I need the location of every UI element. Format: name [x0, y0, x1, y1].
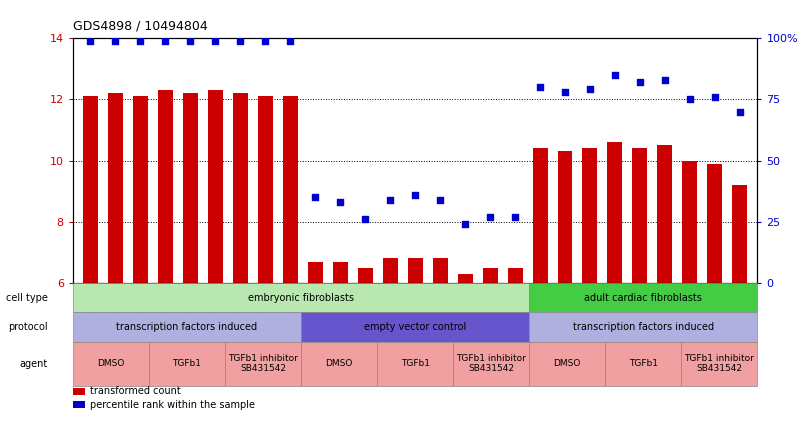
- Bar: [682, 160, 697, 283]
- Point: [159, 37, 172, 44]
- Bar: [377, 342, 453, 386]
- Point: [733, 108, 746, 115]
- Text: TGFb1: TGFb1: [173, 359, 202, 368]
- Bar: [508, 268, 522, 283]
- Point: [184, 37, 197, 44]
- Text: cell type: cell type: [6, 293, 48, 303]
- Point: [284, 37, 296, 44]
- Point: [258, 37, 271, 44]
- Bar: [557, 151, 573, 283]
- Text: agent: agent: [19, 359, 48, 369]
- Point: [134, 37, 147, 44]
- Point: [109, 37, 122, 44]
- Bar: [108, 93, 123, 283]
- Point: [359, 216, 372, 222]
- Bar: [133, 96, 148, 283]
- Point: [709, 93, 722, 100]
- Bar: [453, 342, 529, 386]
- Bar: [158, 90, 173, 283]
- Bar: [633, 148, 647, 283]
- Bar: [433, 258, 448, 283]
- Bar: [382, 258, 398, 283]
- Point: [433, 196, 446, 203]
- Text: TGFb1: TGFb1: [401, 359, 429, 368]
- Point: [534, 84, 547, 91]
- Bar: [605, 342, 681, 386]
- Point: [209, 37, 222, 44]
- Point: [309, 194, 322, 201]
- Bar: [283, 96, 298, 283]
- Text: adult cardiac fibroblasts: adult cardiac fibroblasts: [584, 293, 702, 303]
- Text: TGFb1 inhibitor
SB431542: TGFb1 inhibitor SB431542: [456, 354, 526, 374]
- Text: transcription factors induced: transcription factors induced: [573, 322, 714, 332]
- Point: [559, 88, 572, 95]
- Point: [409, 192, 422, 198]
- Bar: [73, 401, 85, 408]
- Bar: [73, 342, 149, 386]
- Text: protocol: protocol: [8, 322, 48, 332]
- Bar: [73, 283, 529, 312]
- Text: transcription factors induced: transcription factors induced: [117, 322, 258, 332]
- Bar: [308, 261, 322, 283]
- Point: [608, 71, 621, 78]
- Bar: [301, 342, 377, 386]
- Text: TGFb1 inhibitor
SB431542: TGFb1 inhibitor SB431542: [228, 354, 298, 374]
- Bar: [529, 312, 757, 342]
- Bar: [407, 258, 423, 283]
- Point: [458, 221, 471, 228]
- Bar: [232, 93, 248, 283]
- Bar: [225, 342, 301, 386]
- Point: [633, 79, 646, 85]
- Bar: [301, 312, 529, 342]
- Bar: [658, 145, 672, 283]
- Bar: [483, 268, 497, 283]
- Bar: [83, 96, 98, 283]
- Text: transformed count: transformed count: [90, 387, 181, 396]
- Point: [684, 96, 697, 103]
- Bar: [149, 342, 225, 386]
- Bar: [208, 90, 223, 283]
- Point: [484, 214, 497, 220]
- Text: DMSO: DMSO: [97, 359, 125, 368]
- Bar: [358, 268, 373, 283]
- Text: GDS4898 / 10494804: GDS4898 / 10494804: [73, 19, 207, 32]
- Bar: [707, 164, 723, 283]
- Point: [583, 86, 596, 93]
- Text: empty vector control: empty vector control: [364, 322, 467, 332]
- Point: [84, 37, 97, 44]
- Point: [659, 76, 671, 83]
- Point: [234, 37, 247, 44]
- Bar: [608, 142, 622, 283]
- Bar: [333, 261, 347, 283]
- Text: DMSO: DMSO: [553, 359, 581, 368]
- Point: [334, 199, 347, 206]
- Bar: [582, 148, 598, 283]
- Text: TGFb1 inhibitor
SB431542: TGFb1 inhibitor SB431542: [684, 354, 754, 374]
- Bar: [681, 342, 757, 386]
- Bar: [529, 283, 757, 312]
- Point: [509, 214, 522, 220]
- Bar: [529, 342, 605, 386]
- Text: percentile rank within the sample: percentile rank within the sample: [90, 400, 255, 410]
- Bar: [73, 312, 301, 342]
- Text: DMSO: DMSO: [326, 359, 353, 368]
- Bar: [73, 388, 85, 395]
- Point: [384, 196, 397, 203]
- Bar: [458, 274, 472, 283]
- Bar: [183, 93, 198, 283]
- Text: TGFb1: TGFb1: [629, 359, 658, 368]
- Bar: [258, 96, 273, 283]
- Text: embryonic fibroblasts: embryonic fibroblasts: [248, 293, 354, 303]
- Bar: [732, 185, 748, 283]
- Bar: [532, 148, 548, 283]
